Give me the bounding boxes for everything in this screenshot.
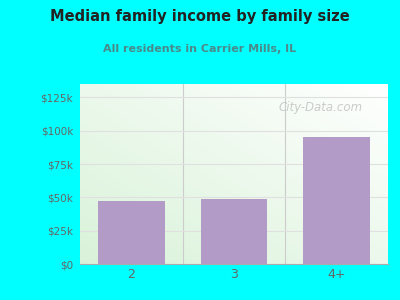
Bar <box>201 199 267 264</box>
Text: City-Data.com: City-Data.com <box>278 101 362 114</box>
Text: Median family income by family size: Median family income by family size <box>50 9 350 24</box>
Bar <box>98 201 165 264</box>
Bar <box>303 137 370 264</box>
Text: All residents in Carrier Mills, IL: All residents in Carrier Mills, IL <box>104 44 296 53</box>
